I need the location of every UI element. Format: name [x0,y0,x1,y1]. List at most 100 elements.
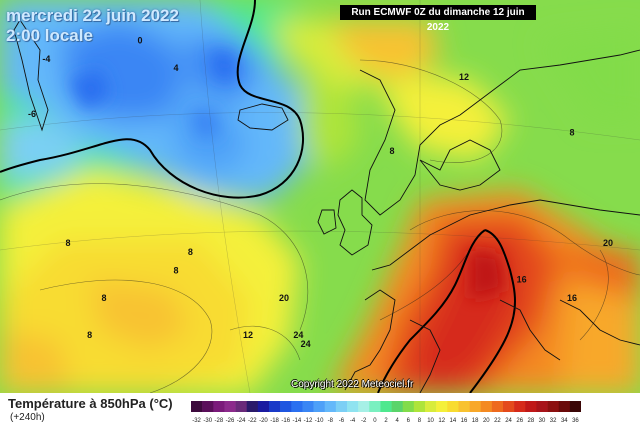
forecast-date: mercredi 22 juin 2022 [6,6,179,25]
temperature-label: 24 [293,330,303,340]
scale-swatch [369,401,381,412]
graticule [0,0,640,393]
scale-tick-label: -32 [192,418,201,424]
scale-swatch [491,401,504,412]
scale-swatch [536,401,548,412]
scale-tick-label: 10 [427,418,434,424]
scale-swatch [547,401,560,412]
scale-swatch [324,401,337,412]
scale-swatch [480,401,493,412]
temperature-label: 20 [279,293,289,303]
scale-tick-label: 18 [472,418,479,424]
temperature-field [0,0,640,393]
scale-tick-label: 32 [550,418,557,424]
scale-swatch [503,401,515,412]
scale-tick-label: 2 [384,418,388,424]
scale-swatch [569,401,581,412]
temperature-label: 16 [517,275,527,285]
scale-swatch [402,401,415,412]
scale-tick-label: -18 [270,418,279,424]
scale-tick-label: -4 [350,418,356,424]
forecast-lead: (+240h) [10,412,45,423]
scale-tick-label: 30 [539,418,546,424]
scale-swatch [269,401,281,412]
scale-swatch [347,401,359,412]
scale-tick-label: 34 [561,418,568,424]
scale-tick-label: 26 [516,418,523,424]
scale-swatch [246,401,259,412]
scale-swatch [224,401,236,412]
scale-swatch [458,401,470,412]
temperature-label: 8 [173,265,178,275]
temperature-label: 20 [603,238,613,248]
temperature-label: 24 [301,339,311,349]
temperature-label: 4 [173,63,178,73]
scale-swatch [380,401,392,412]
scale-tick-label: -10 [315,418,324,424]
scale-swatch [257,401,270,412]
scale-tick-label: -30 [203,418,212,424]
scale-tick-label: -20 [259,418,268,424]
scale-swatch [191,401,203,412]
scale-tick-label: -6 [339,418,345,424]
scale-tick-label: 16 [461,418,468,424]
scale-tick-label: -22 [248,418,257,424]
scale-swatch [313,401,326,412]
scale-tick-label: 36 [572,418,579,424]
temperature-label: -4 [42,54,50,64]
scale-tick-label: -12 [304,418,313,424]
temperature-label: 12 [459,72,469,82]
scale-tick-label: 20 [483,418,490,424]
scale-swatch [425,401,437,412]
isotherms [0,59,640,393]
scale-swatch [514,401,526,412]
scale-swatch [302,401,314,412]
temperature-label: 8 [188,247,193,257]
scale-tick-label: -14 [293,418,302,424]
scale-swatch [469,401,482,412]
scale-tick-label: -8 [328,418,334,424]
scale-swatch [391,401,404,412]
scale-tick-label: -24 [237,418,246,424]
temperature-label: 8 [87,330,92,340]
temperature-label: 8 [569,127,574,137]
scale-tick-label: 22 [494,418,501,424]
scale-swatch [335,401,348,412]
temperature-label: 16 [567,293,577,303]
forecast-time: 2:00 locale [6,26,93,45]
scale-tick-label: -26 [226,418,235,424]
scale-tick-label: -16 [281,418,290,424]
copyright-text: Copyright 2022 Meteociel.fr [291,379,414,390]
scale-swatch [291,401,303,412]
scale-swatch [447,401,459,412]
scale-tick-label: 14 [450,418,457,424]
temperature-label: 8 [389,146,394,156]
scale-tick-label: 24 [505,418,512,424]
legend-title: Température à 850hPa (°C) [8,396,173,411]
scale-swatch [558,401,571,412]
color-scale: -32 -30 -2 8 -26 -24 -22 -20 -18 -16 -14 -12 -10 -8 -6… [191,401,581,424]
scale-swatch [280,401,292,412]
temperature-label: 12 [243,330,253,340]
zero-isotherm [0,0,305,199]
temperature-label: 0 [137,35,142,45]
scale-swatch [436,401,448,412]
scale-swatch [413,401,426,412]
temperature-label: 8 [101,293,106,303]
scale-tick-label: 4 [395,418,399,424]
scale-swatch [213,401,225,412]
scale-tick-label: 8 [418,418,422,424]
scale-tick-label: 28 [528,418,535,424]
scale-tick-label: 0 [373,418,377,424]
scale-swatch [525,401,537,412]
scale-swatch [235,401,248,412]
run-info: Run ECMWF 0Z du dimanche 12 juin 2022 [340,5,536,33]
hot-contour [377,229,516,393]
scale-swatch [202,401,214,412]
scale-tick-label: -2 [361,418,367,424]
temperature-label: -6 [28,109,36,119]
scale-tick-label: 12 [438,418,445,424]
